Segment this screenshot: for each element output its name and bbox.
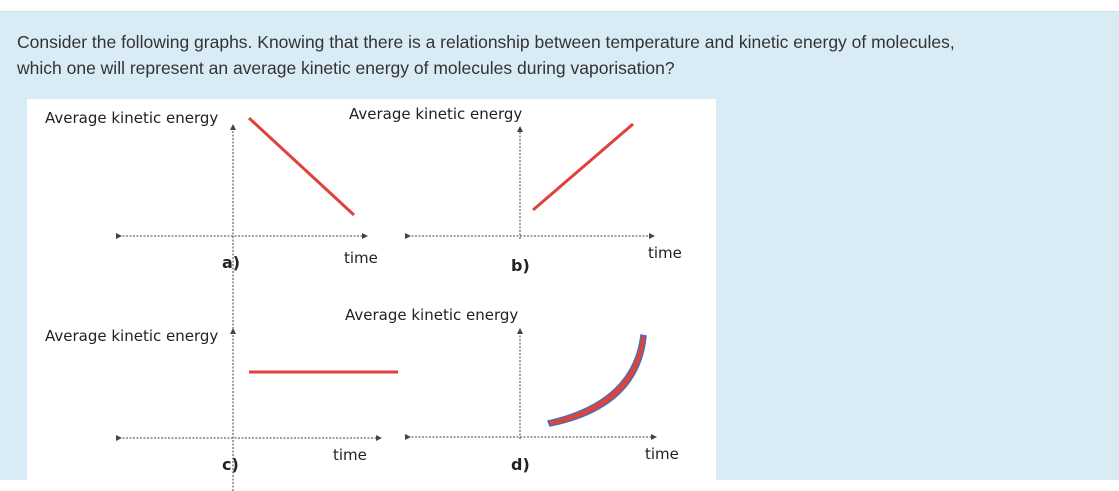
graph-a: Average kinetic energy time a) [45,109,378,329]
graph-d-curve [546,334,647,427]
graph-d-xlabel: time [645,445,679,463]
question-text: Consider the following graphs. Knowing t… [17,29,1107,81]
question-line-2: which one will represent an average kine… [17,58,675,78]
graph-c-xlabel: time [333,446,367,464]
graph-b: Average kinetic energy time b) [349,105,682,275]
graph-c-letter: c) [222,455,239,474]
graph-d-ylabel: Average kinetic energy [345,306,518,324]
graph-d-letter: d) [511,455,530,474]
graph-b-xlabel: time [648,244,682,262]
graph-a-xlabel: time [344,249,378,267]
graphs-figure: Average kinetic energy time a) Average k… [27,99,716,491]
graphs-svg: Average kinetic energy time a) Average k… [45,105,682,491]
question-line-1: Consider the following graphs. Knowing t… [17,32,955,52]
graph-b-letter: b) [511,256,530,275]
graph-c-ylabel: Average kinetic energy [45,327,218,345]
graph-b-line [532,122,634,212]
graph-a-ylabel: Average kinetic energy [45,109,218,127]
graph-b-ylabel: Average kinetic energy [349,105,522,123]
graph-c: Average kinetic energy time c) [45,327,398,491]
graph-a-letter: a) [222,253,240,272]
graph-a-line [247,116,356,217]
question-panel: Consider the following graphs. Knowing t… [0,11,1119,491]
graph-d: Average kinetic energy time d) [345,306,679,474]
